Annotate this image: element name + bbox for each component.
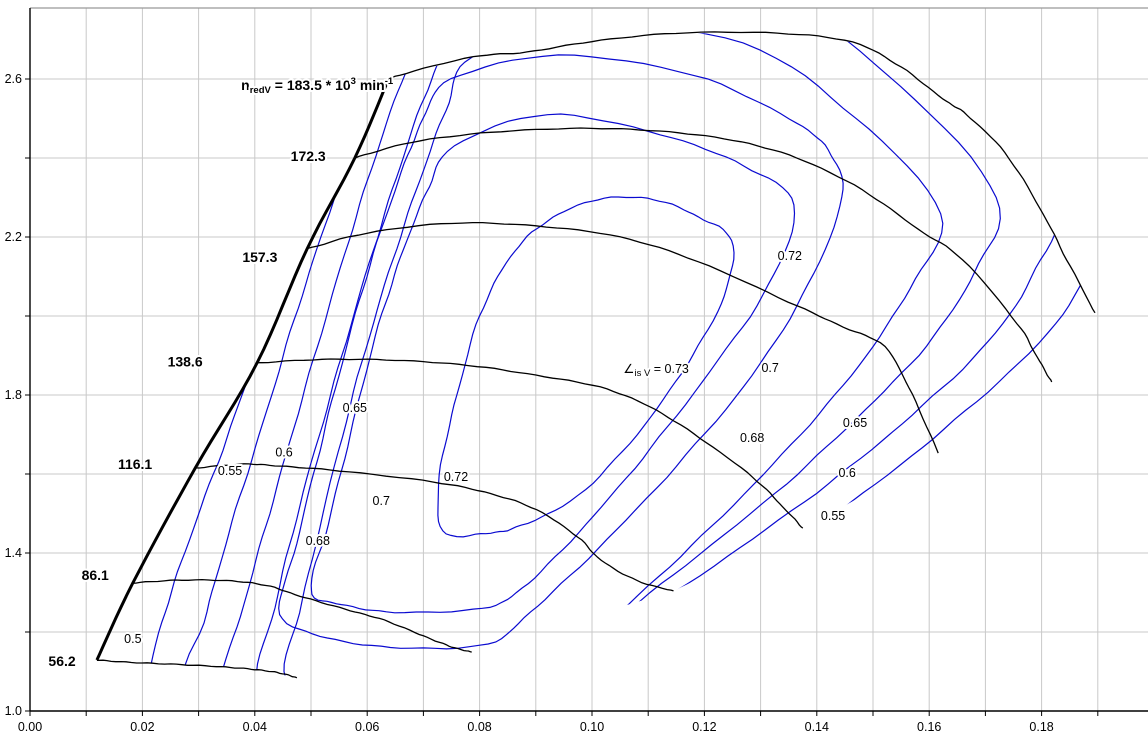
efficiency-contour-0.73 xyxy=(437,196,735,538)
efficiency-label: 0.55 xyxy=(218,464,242,478)
y-tick-label: 1.8 xyxy=(5,388,22,402)
speed-line-183.5 xyxy=(386,31,1096,314)
x-tick-label: 0.12 xyxy=(692,720,716,734)
speed-line-layer xyxy=(95,31,1096,679)
speed-line-86.1 xyxy=(132,578,472,653)
x-tick-label: 0.16 xyxy=(917,720,941,734)
efficiency-label: 0.72 xyxy=(778,249,802,263)
efficiency-contour-0.7 xyxy=(278,54,844,650)
speed-line-138.6 xyxy=(257,358,804,529)
x-tick-label: 0.08 xyxy=(467,720,491,734)
speed-line-label: 116.1 xyxy=(118,456,152,472)
efficiency-label: 0.6 xyxy=(275,445,292,459)
speed-line-116.1 xyxy=(195,463,674,592)
speed-line-56.2 xyxy=(96,659,298,679)
speed-line-label: 138.6 xyxy=(168,353,203,369)
speed-line-label: 56.2 xyxy=(48,653,75,669)
efficiency-header-label: ∠is V = 0.73 xyxy=(623,362,689,379)
efficiency-label: 0.68 xyxy=(306,534,330,548)
y-tick-label: 1.4 xyxy=(5,546,22,560)
speed-line-172.3 xyxy=(354,127,1053,383)
speed-line-157.3 xyxy=(306,221,939,454)
x-tick-label: 0.18 xyxy=(1029,720,1053,734)
x-tick-label: 0.14 xyxy=(805,720,829,734)
speed-header-label: nredV = 183.5 * 103 min-1 xyxy=(241,76,394,96)
x-tick-label: 0.00 xyxy=(18,720,42,734)
axis-layer: 0.00 0.02 0.04 0.06 0.08 0.10 0.12 0.14 0.16 0.18… xyxy=(5,8,1148,734)
efficiency-label: 0.55 xyxy=(821,509,845,523)
efficiency-label: 0.72 xyxy=(444,470,468,484)
speed-line-label: 157.3 xyxy=(242,249,277,265)
speed-line-label: 86.1 xyxy=(82,567,109,583)
efficiency-label: 0.65 xyxy=(843,416,867,430)
efficiency-label: 0.65 xyxy=(343,401,367,415)
y-tick-label: 1.0 xyxy=(5,704,22,718)
x-tick-label: 0.10 xyxy=(580,720,604,734)
label-layer: 56.2 86.1 116.1 138.6 157.3 172.3 0.5 0.55 0.6 0.… xyxy=(46,74,869,671)
grid-layer xyxy=(30,7,1148,711)
efficiency-label: 0.5 xyxy=(124,632,141,646)
efficiency-contour-0.72 xyxy=(310,113,796,614)
y-tick-label: 2.2 xyxy=(5,230,22,244)
surge-line xyxy=(95,82,389,661)
speed-line-label: 172.3 xyxy=(291,148,326,164)
x-tick-label: 0.02 xyxy=(130,720,154,734)
efficiency-label: 0.7 xyxy=(761,361,778,375)
x-tick-label: 0.06 xyxy=(355,720,379,734)
y-tick-label: 2.6 xyxy=(5,72,22,86)
efficiency-label: 0.68 xyxy=(740,431,764,445)
efficiency-label: 0.7 xyxy=(373,494,390,508)
x-tick-label: 0.04 xyxy=(243,720,267,734)
efficiency-label: 0.6 xyxy=(838,466,855,480)
